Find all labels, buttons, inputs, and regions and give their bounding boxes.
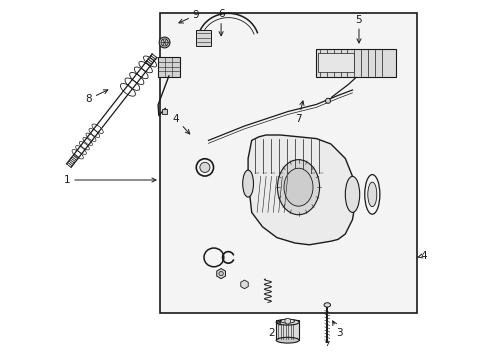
Text: 3: 3 — [332, 321, 342, 338]
Bar — [316, 49, 395, 77]
Polygon shape — [247, 135, 355, 245]
Ellipse shape — [277, 160, 319, 215]
Text: 8: 8 — [85, 90, 107, 104]
Text: 6: 6 — [217, 9, 224, 36]
Ellipse shape — [324, 303, 330, 307]
Text: 4: 4 — [172, 114, 189, 134]
Ellipse shape — [159, 37, 170, 48]
Ellipse shape — [284, 168, 312, 206]
Text: 1: 1 — [64, 175, 156, 185]
Text: 7: 7 — [295, 101, 304, 124]
Bar — [276, 320, 299, 340]
Text: 4: 4 — [416, 251, 426, 261]
Circle shape — [284, 318, 290, 324]
FancyBboxPatch shape — [195, 30, 211, 46]
Ellipse shape — [367, 182, 376, 207]
Ellipse shape — [325, 98, 330, 103]
Ellipse shape — [242, 170, 253, 197]
Text: 2: 2 — [267, 321, 280, 338]
Bar — [162, 109, 167, 114]
Bar — [318, 53, 353, 72]
Bar — [160, 13, 416, 313]
Ellipse shape — [276, 319, 299, 325]
Text: 9: 9 — [179, 10, 199, 23]
Text: 5: 5 — [355, 15, 362, 43]
Circle shape — [219, 271, 223, 276]
Ellipse shape — [345, 176, 359, 212]
Ellipse shape — [280, 319, 294, 323]
Ellipse shape — [200, 162, 209, 172]
Ellipse shape — [161, 39, 168, 46]
FancyBboxPatch shape — [158, 57, 180, 77]
Ellipse shape — [276, 337, 299, 343]
